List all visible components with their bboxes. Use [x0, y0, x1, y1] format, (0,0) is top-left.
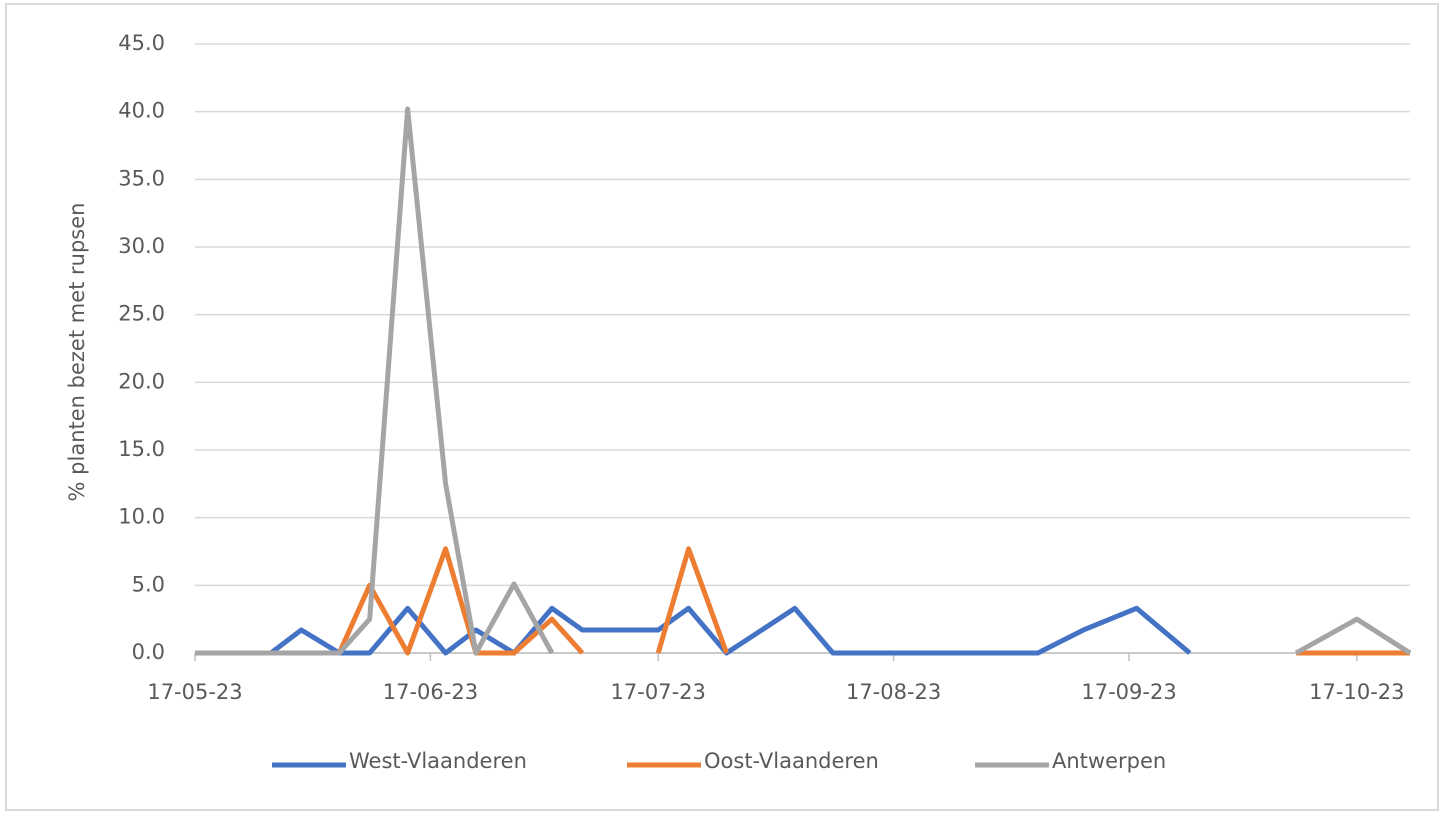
chart-border [5, 3, 1439, 811]
legend-label: Antwerpen [1052, 749, 1166, 773]
y-tick-label: 0.0 [132, 640, 165, 664]
series-line [337, 546, 1410, 656]
x-tick-label: 17-06-23 [383, 680, 478, 704]
y-tick-label: 30.0 [118, 234, 165, 258]
legend-label: Oost-Vlaanderen [704, 749, 879, 773]
y-tick-label: 15.0 [118, 437, 165, 461]
y-tick-label: 10.0 [118, 505, 165, 529]
y-tick-label: 40.0 [118, 99, 165, 123]
x-tick-label: 17-05-23 [147, 680, 242, 704]
y-tick-label: 20.0 [118, 369, 165, 393]
series-line [195, 106, 1412, 656]
y-tick-label: 45.0 [118, 31, 165, 55]
y-tick-label: 35.0 [118, 166, 165, 190]
y-tick-label: 25.0 [118, 302, 165, 326]
legend-label: West-Vlaanderen [349, 749, 527, 773]
y-axis-title: % planten bezet met rupsen [65, 203, 89, 502]
x-tick-label: 17-09-23 [1081, 680, 1176, 704]
x-tick-label: 17-10-23 [1309, 680, 1404, 704]
x-tick-label: 17-08-23 [846, 680, 941, 704]
series-line [195, 605, 1192, 656]
x-tick-label: 17-07-23 [611, 680, 706, 704]
y-tick-label: 5.0 [132, 572, 165, 596]
